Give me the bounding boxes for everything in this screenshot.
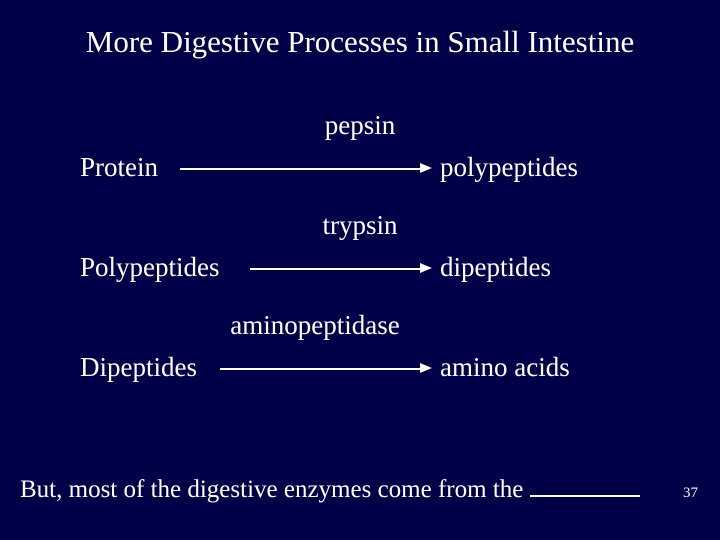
arrow-line: [250, 268, 420, 270]
footer-text: But, most of the digestive enzymes come …: [20, 470, 640, 504]
enzyme-label: aminopeptidase: [200, 310, 430, 341]
substrate-label: Polypeptides: [80, 252, 220, 283]
arrow-line: [180, 168, 420, 170]
enzyme-label: pepsin: [260, 110, 460, 141]
arrow-head-icon: [420, 163, 432, 173]
reaction-row: pepsin Protein polypeptides: [80, 110, 650, 210]
arrow-line: [220, 368, 420, 370]
product-label: polypeptides: [440, 152, 578, 183]
fill-in-blank: [530, 470, 640, 497]
slide-title: More Digestive Processes in Small Intest…: [0, 24, 720, 60]
substrate-label: Protein: [80, 152, 158, 183]
product-label: dipeptides: [440, 252, 551, 283]
substrate-label: Dipeptides: [80, 352, 197, 383]
slide: More Digestive Processes in Small Intest…: [0, 0, 720, 540]
reaction-row: trypsin Polypeptides dipeptides: [80, 210, 650, 310]
footer-sentence: But, most of the digestive enzymes come …: [20, 476, 530, 503]
arrow-head-icon: [420, 363, 432, 373]
enzyme-label: trypsin: [260, 210, 460, 241]
reaction-row: aminopeptidase Dipeptides amino acids: [80, 310, 650, 410]
product-label: amino acids: [440, 352, 570, 383]
page-number: 37: [683, 485, 698, 502]
arrow-head-icon: [420, 263, 432, 273]
reactions-area: pepsin Protein polypeptides trypsin Poly…: [80, 110, 650, 410]
